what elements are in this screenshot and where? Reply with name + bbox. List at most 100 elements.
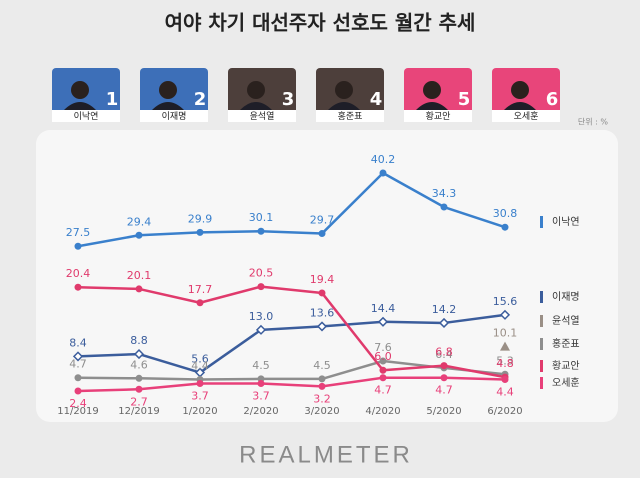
point [74, 242, 82, 250]
portrait-name: 홍준표 [338, 110, 363, 122]
point [74, 387, 82, 395]
data-label: 34.3 [432, 187, 457, 200]
legend-label: 이낙연 [552, 216, 580, 228]
portrait-namebar [404, 110, 472, 122]
point [379, 374, 387, 382]
point [438, 317, 450, 329]
data-label: 4.5 [252, 359, 270, 372]
data-label: 4.7 [435, 384, 453, 397]
data-label: 20.1 [127, 269, 152, 282]
data-label: 3.7 [252, 390, 270, 403]
point [196, 299, 204, 307]
x-tick-label: 2/2020 [243, 406, 278, 417]
data-label: 4.4 [191, 359, 209, 372]
data-label: 29.4 [127, 215, 152, 228]
point [379, 169, 387, 177]
point [255, 324, 267, 335]
series-line [77, 171, 506, 248]
portrait-rank: 6 [546, 89, 559, 110]
point [318, 230, 326, 238]
data-label: 4.4 [496, 385, 514, 398]
data-label: 7.6 [374, 341, 392, 354]
portrait-namebar [316, 110, 384, 122]
legend-label: 윤석열 [552, 315, 580, 327]
x-tick-label: 4/2020 [365, 406, 400, 417]
portrait-rank: 1 [106, 89, 119, 110]
portrait-body [240, 102, 272, 110]
data-label: 4.6 [130, 358, 148, 371]
point [135, 374, 143, 382]
point [501, 223, 509, 231]
point [316, 321, 328, 332]
point [379, 357, 387, 365]
portrait-body [328, 102, 360, 110]
portrait-namebar [228, 110, 296, 122]
portrait-rank: 4 [370, 89, 383, 110]
legend-swatch [540, 360, 543, 372]
data-label: 30.8 [493, 207, 518, 220]
point [257, 380, 265, 388]
data-label: 8.8 [130, 334, 148, 347]
legend-label: 황교안 [552, 360, 580, 372]
portrait-head [423, 81, 441, 99]
point [377, 316, 389, 327]
portrait-namebar [52, 110, 120, 122]
portrait-head [159, 81, 177, 99]
data-label: 6.8 [435, 346, 453, 359]
data-label: 3.7 [191, 390, 209, 403]
point [318, 289, 326, 297]
data-label: 20.5 [249, 267, 274, 280]
x-tick-label: 6/2020 [487, 406, 522, 417]
data-label: 29.9 [188, 212, 213, 225]
point [379, 366, 387, 374]
data-label: 2.4 [69, 397, 87, 410]
point [257, 283, 265, 291]
point [440, 374, 448, 382]
point [499, 309, 511, 320]
data-label: 3.2 [313, 392, 331, 405]
point [74, 283, 82, 291]
unit-label: 단위 : % [578, 117, 609, 127]
portrait-name: 윤석열 [250, 111, 275, 122]
point [135, 385, 143, 393]
point [318, 382, 326, 390]
legend-swatch [540, 216, 543, 228]
data-label: 8.4 [69, 336, 87, 349]
data-label: 15.6 [493, 295, 518, 308]
series-line [77, 285, 506, 379]
portrait-namebar [140, 110, 208, 122]
point [257, 227, 265, 235]
point [501, 375, 509, 383]
data-label: 5.6 [191, 353, 209, 366]
point [440, 203, 448, 211]
data-label: 2.7 [130, 395, 148, 408]
point [72, 351, 84, 362]
portrait-body [152, 102, 184, 110]
data-label: 14.2 [432, 303, 457, 316]
legend-label: 이재명 [552, 291, 580, 303]
legend-swatch [540, 291, 543, 303]
data-label: 30.1 [249, 211, 274, 224]
point [74, 374, 82, 382]
portrait-name: 황교안 [426, 111, 451, 122]
data-label: 4.7 [69, 358, 87, 371]
x-tick-label: 12/2019 [118, 406, 160, 417]
data-label: 13.6 [310, 306, 335, 319]
data-label: 13.0 [249, 310, 274, 323]
legend-label: 홍준표 [552, 337, 580, 350]
x-tick-label: 1/2020 [182, 406, 217, 417]
point [135, 231, 143, 239]
series-line [77, 376, 506, 393]
point [318, 375, 326, 383]
data-label: 40.2 [371, 153, 396, 166]
portrait-namebar [492, 110, 560, 122]
portrait-rank: 3 [282, 89, 295, 110]
data-label: 20.4 [66, 267, 91, 280]
data-label: 10.1 [493, 327, 518, 340]
legend-swatch [540, 377, 543, 389]
portrait-body [504, 102, 536, 110]
data-label: 4.5 [313, 359, 331, 372]
legend-swatch [540, 315, 543, 327]
data-label: 6.4 [435, 348, 453, 361]
